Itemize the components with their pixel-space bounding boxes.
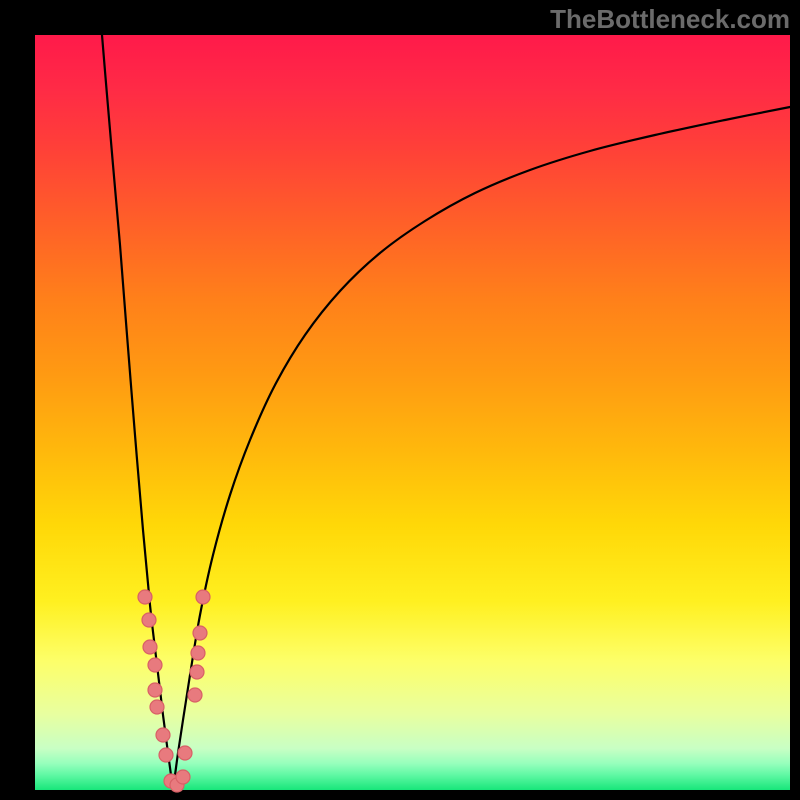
data-marker bbox=[190, 665, 204, 679]
data-marker bbox=[142, 613, 156, 627]
data-marker bbox=[176, 770, 190, 784]
watermark-text: TheBottleneck.com bbox=[550, 4, 790, 35]
data-marker bbox=[193, 626, 207, 640]
data-marker bbox=[156, 728, 170, 742]
data-marker bbox=[138, 590, 152, 604]
chart-root: TheBottleneck.com bbox=[0, 0, 800, 800]
data-marker bbox=[178, 746, 192, 760]
curve-layer bbox=[0, 0, 800, 800]
data-marker bbox=[150, 700, 164, 714]
data-marker bbox=[143, 640, 157, 654]
plot-background bbox=[35, 35, 790, 790]
data-marker bbox=[196, 590, 210, 604]
plot-group bbox=[35, 35, 790, 792]
data-marker bbox=[148, 683, 162, 697]
data-marker bbox=[159, 748, 173, 762]
data-marker bbox=[188, 688, 202, 702]
data-marker bbox=[148, 658, 162, 672]
data-marker bbox=[191, 646, 205, 660]
